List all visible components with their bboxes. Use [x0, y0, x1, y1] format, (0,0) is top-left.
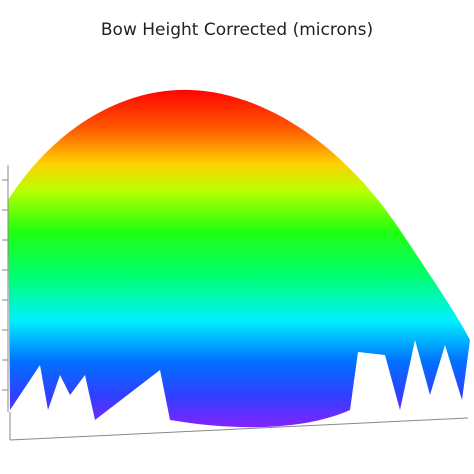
surface [8, 89, 470, 428]
axes [2, 165, 469, 441]
x-axis [9, 417, 469, 441]
chart-title: Bow Height Corrected (microns) [101, 20, 373, 40]
